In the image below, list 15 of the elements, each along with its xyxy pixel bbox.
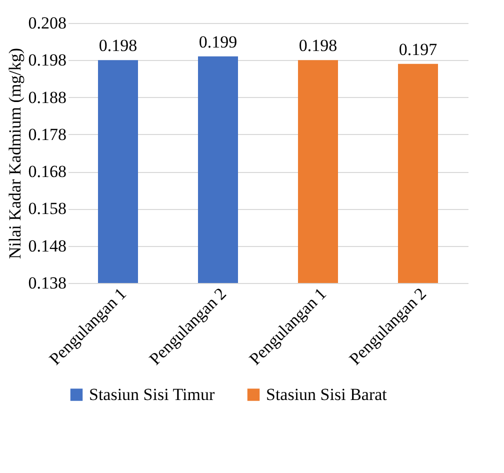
y-tick-label: 0.158 [28, 199, 66, 218]
y-tick-label: 0.148 [28, 236, 66, 256]
data-label: 0.197 [398, 40, 438, 59]
data-label: 0.199 [198, 32, 238, 52]
y-tick-label: 0.198 [28, 50, 66, 70]
legend-label: Stasiun Sisi Barat [266, 384, 388, 404]
y-tick-label: 0.188 [28, 88, 66, 107]
y-tick-label: 0.168 [28, 162, 66, 182]
y-tick-label: 0.208 [28, 14, 66, 32]
y-axis-title: Nilai Kadar Kadmium (mg/kg) [5, 48, 24, 260]
legend-label: Stasiun Sisi Timur [89, 384, 216, 404]
y-tick-label: 0.178 [28, 124, 66, 144]
data-label: 0.198 [98, 36, 138, 56]
data-label: 0.198 [298, 36, 338, 56]
y-tick-label: 0.138 [28, 274, 66, 292]
